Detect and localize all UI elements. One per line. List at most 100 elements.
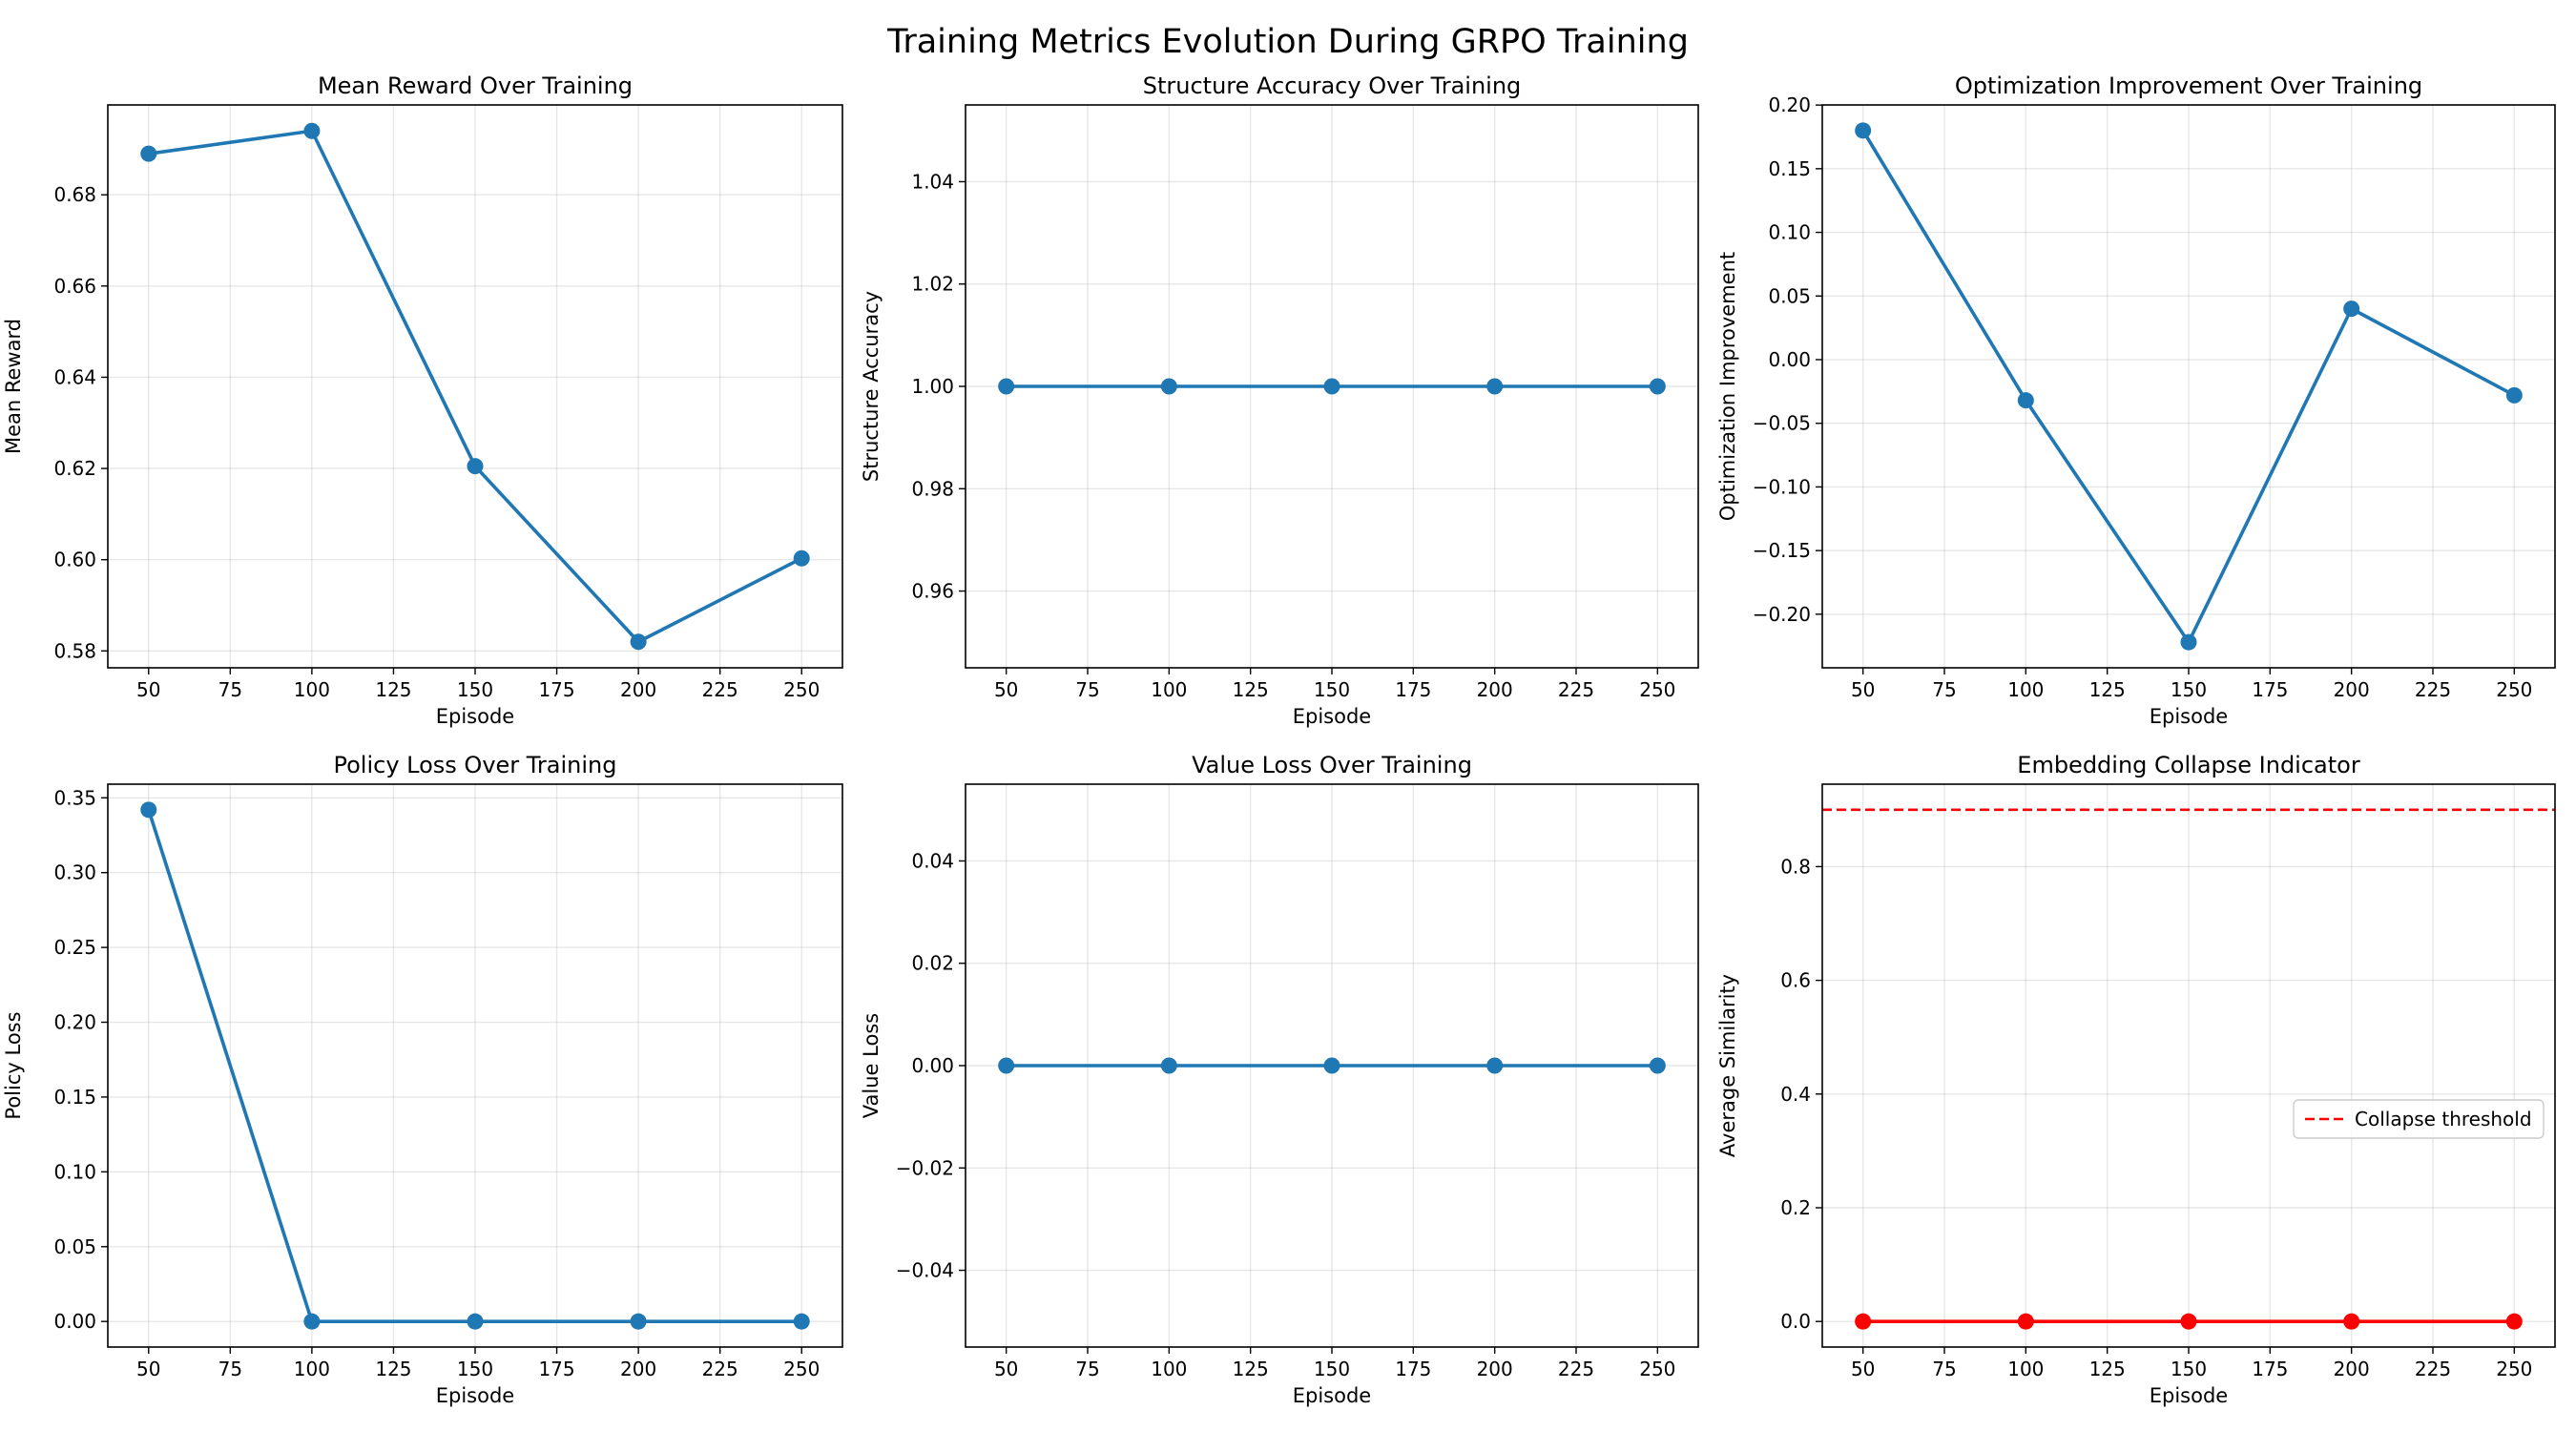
x-tick-label: 125 bbox=[375, 678, 411, 701]
y-tick-label: 0.25 bbox=[53, 936, 96, 959]
data-point bbox=[2505, 386, 2523, 404]
y-tick-label: 0.10 bbox=[1768, 221, 1811, 244]
y-axis-label: Structure Accuracy bbox=[860, 291, 883, 482]
x-tick-label: 200 bbox=[1477, 678, 1513, 701]
x-tick-label: 150 bbox=[2171, 678, 2207, 701]
x-tick-label: 175 bbox=[2252, 1358, 2288, 1380]
data-point bbox=[303, 1313, 321, 1330]
data-point bbox=[630, 1313, 647, 1330]
x-tick-label: 175 bbox=[538, 1358, 574, 1380]
panel-title: Optimization Improvement Over Training bbox=[1955, 73, 2422, 99]
data-point bbox=[793, 1313, 810, 1330]
x-axis-label: Episode bbox=[436, 705, 514, 728]
x-axis-label: Episode bbox=[436, 1384, 514, 1407]
x-tick-label: 200 bbox=[620, 678, 656, 701]
panel-title: Structure Accuracy Over Training bbox=[1143, 73, 1522, 99]
legend-label: Collapse threshold bbox=[2355, 1108, 2532, 1130]
y-tick-label: 0.05 bbox=[53, 1235, 96, 1258]
x-tick-label: 125 bbox=[1233, 678, 1269, 701]
y-tick-label: 0.0 bbox=[1780, 1310, 1811, 1333]
chart-panel-2: 50 75 100 125 150 175 200 225 250 0.96 0.98 1.00 1.0… bbox=[860, 73, 1699, 728]
data-point bbox=[1160, 378, 1177, 395]
x-tick-label: 225 bbox=[1558, 1358, 1594, 1380]
x-tick-label: 175 bbox=[538, 678, 574, 701]
y-tick-label: 0.66 bbox=[53, 275, 96, 298]
x-tick-label: 125 bbox=[1233, 1358, 1269, 1380]
x-tick-label: 225 bbox=[2415, 678, 2451, 701]
x-tick-label: 75 bbox=[1932, 1358, 1956, 1380]
x-tick-label: 150 bbox=[1314, 1358, 1350, 1380]
y-axis-label: Policy Loss bbox=[2, 1011, 25, 1119]
y-tick-label: 0.96 bbox=[911, 580, 954, 603]
x-axis-label: Episode bbox=[2150, 705, 2228, 728]
x-tick-label: 100 bbox=[294, 1358, 330, 1380]
y-tick-label: 0.2 bbox=[1780, 1196, 1811, 1219]
data-point bbox=[2017, 392, 2034, 409]
y-tick-label: 0.64 bbox=[53, 365, 96, 388]
data-point bbox=[1486, 378, 1504, 395]
data-point bbox=[2343, 1313, 2360, 1330]
data-point bbox=[2343, 301, 2360, 318]
y-tick-label: 0.30 bbox=[53, 861, 96, 884]
y-tick-label: 0.60 bbox=[53, 549, 96, 571]
panel-title: Mean Reward Over Training bbox=[318, 73, 633, 99]
y-axis-label: Optimization Improvement bbox=[1716, 252, 1739, 521]
x-tick-label: 75 bbox=[218, 1358, 242, 1380]
y-tick-label: 0.6 bbox=[1780, 969, 1811, 992]
y-tick-label: 0.02 bbox=[911, 952, 954, 975]
x-tick-label: 200 bbox=[2334, 1358, 2370, 1380]
data-point bbox=[1160, 1057, 1177, 1074]
y-tick-label: 0.15 bbox=[53, 1086, 96, 1109]
x-tick-label: 150 bbox=[457, 1358, 493, 1380]
x-tick-label: 50 bbox=[1851, 1358, 1875, 1380]
data-point bbox=[1649, 1057, 1666, 1074]
y-tick-label: 0.04 bbox=[911, 849, 954, 872]
x-tick-label: 150 bbox=[457, 678, 493, 701]
data-point bbox=[2180, 633, 2197, 651]
y-tick-label: 0.58 bbox=[53, 639, 96, 662]
panel-title: Policy Loss Over Training bbox=[334, 752, 617, 778]
data-point bbox=[140, 145, 157, 162]
x-axis-label: Episode bbox=[1293, 1384, 1371, 1407]
x-tick-label: 225 bbox=[2415, 1358, 2451, 1380]
x-tick-label: 125 bbox=[2089, 1358, 2126, 1380]
x-tick-label: 225 bbox=[702, 678, 738, 701]
data-point bbox=[1649, 378, 1666, 395]
data-point bbox=[1855, 122, 1872, 139]
data-point bbox=[2505, 1313, 2523, 1330]
chart-panel-6: 50 75 100 125 150 175 200 225 250 0.0 0.2 0.4 0.6 0.8… bbox=[1716, 752, 2556, 1407]
chart-panel-3: 50 75 100 125 150 175 200 225 250 −0.20 −0.15 −0.10… bbox=[1716, 73, 2556, 728]
y-tick-label: 0.00 bbox=[1768, 348, 1811, 371]
x-tick-label: 50 bbox=[994, 678, 1018, 701]
x-tick-label: 125 bbox=[2089, 678, 2126, 701]
data-point bbox=[467, 1313, 484, 1330]
x-tick-label: 175 bbox=[2252, 678, 2288, 701]
x-tick-label: 175 bbox=[1395, 678, 1431, 701]
y-tick-label: −0.10 bbox=[1753, 475, 1811, 498]
x-tick-label: 125 bbox=[375, 1358, 411, 1380]
x-tick-label: 50 bbox=[136, 1358, 160, 1380]
x-tick-label: 150 bbox=[1314, 678, 1350, 701]
y-tick-label: −0.15 bbox=[1753, 539, 1811, 562]
data-point bbox=[998, 378, 1015, 395]
x-tick-label: 100 bbox=[2007, 678, 2044, 701]
y-tick-label: 1.02 bbox=[911, 273, 954, 296]
y-axis-label: Mean Reward bbox=[2, 319, 25, 454]
x-tick-label: 225 bbox=[702, 1358, 738, 1380]
x-axis-label: Episode bbox=[2150, 1384, 2228, 1407]
y-tick-label: 0.15 bbox=[1768, 157, 1811, 180]
x-tick-label: 75 bbox=[1075, 678, 1099, 701]
y-tick-label: −0.04 bbox=[896, 1259, 954, 1282]
panel-title: Value Loss Over Training bbox=[1192, 752, 1472, 778]
y-tick-label: 1.04 bbox=[911, 170, 954, 193]
data-point bbox=[793, 550, 810, 567]
y-tick-label: 1.00 bbox=[911, 375, 954, 398]
data-point bbox=[467, 458, 484, 475]
x-tick-label: 200 bbox=[2334, 678, 2370, 701]
y-tick-label: 0.00 bbox=[911, 1054, 954, 1077]
y-tick-label: 0.62 bbox=[53, 457, 96, 480]
x-tick-label: 150 bbox=[2171, 1358, 2207, 1380]
x-tick-label: 75 bbox=[1075, 1358, 1099, 1380]
chart-panel-4: 50 75 100 125 150 175 200 225 250 0.00 0.05 0.10 0.1… bbox=[2, 752, 843, 1407]
y-tick-label: −0.05 bbox=[1753, 412, 1811, 435]
